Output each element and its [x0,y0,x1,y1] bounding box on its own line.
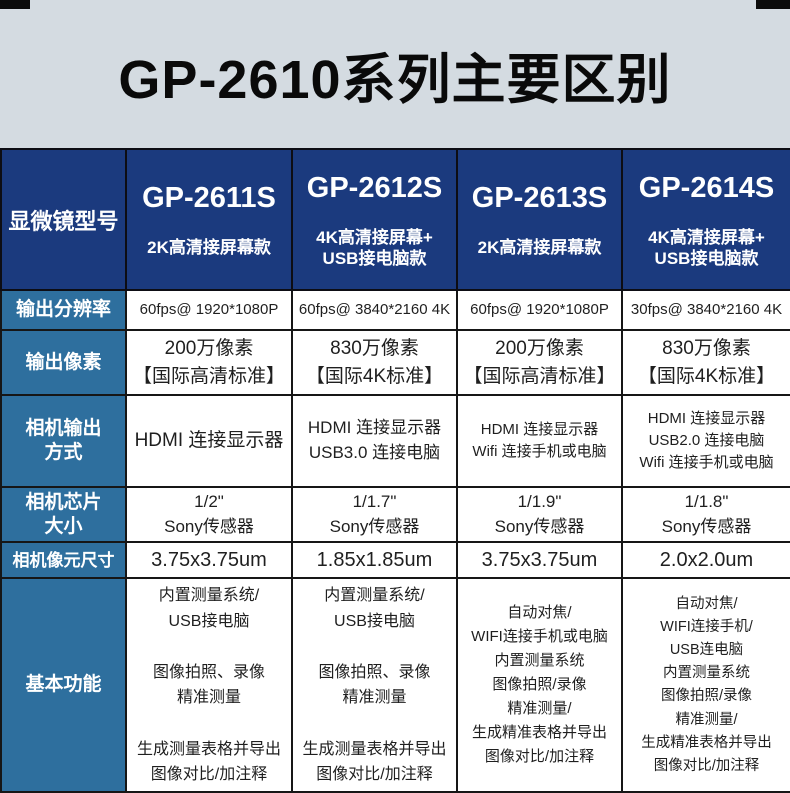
column-header-gp-2612s: GP-2612S 4K高清接屏幕+ USB接电脑款 [291,147,458,292]
spec-cell: 200万像素 【国际高清标准】 [456,329,623,397]
spec-cell: 1/2" Sony传感器 [125,486,293,544]
row-label-output-pixels: 输出像素 [0,329,127,397]
corner-mark-left [0,0,30,9]
model-name-gp-2614s: GP-2614S [638,172,775,204]
spec-cell: HDMI 连接显示器 USB3.0 连接电脑 [291,394,458,489]
spec-cell: 1.85x1.85um [291,541,458,580]
model-subtitle-gp-2612s: 4K高清接屏幕+ USB接电脑款 [316,228,433,268]
row-label-output-resolution: 输出分辨率 [0,289,127,332]
spec-cell: 830万像素 【国际4K标准】 [621,329,790,397]
spec-cell: 830万像素 【国际4K标准】 [291,329,458,397]
row-output-resolution: 输出分辨率 60fps@ 1920*1080P 60fps@ 3840*2160… [0,289,790,332]
spec-cell: 自动对焦/ WIFI连接手机或电脑 内置测量系统 图像拍照/录像 精准测量/ 生… [456,577,623,793]
spec-cell: 3.75x3.75um [125,541,293,580]
row-label-pixel-size: 相机像元尺寸 [0,541,127,580]
spec-cell: HDMI 连接显示器 [125,394,293,489]
spec-cell: 60fps@ 3840*2160 4K [291,289,458,332]
spec-cell: 自动对焦/ WIFI连接手机/ USB连电脑 内置测量系统 图像拍照/录像 精准… [621,577,790,793]
row-label-sensor-size: 相机芯片 大小 [0,486,127,544]
spec-cell: 3.75x3.75um [456,541,623,580]
row-pixel-size: 相机像元尺寸 3.75x3.75um 1.85x1.85um 3.75x3.75… [0,541,790,580]
spec-cell: 200万像素 【国际高清标准】 [125,329,293,397]
spec-cell: HDMI 连接显示器 Wifi 连接手机或电脑 [456,394,623,489]
spec-cell: 1/1.8" Sony传感器 [621,486,790,544]
spec-cell: 1/1.9" Sony传感器 [456,486,623,544]
page-title: GP-2610系列主要区别 [118,49,672,110]
row-sensor-size: 相机芯片 大小 1/2" Sony传感器 1/1.7" Sony传感器 1/1.… [0,486,790,544]
model-subtitle-gp-2614s: 4K高清接屏幕+ USB接电脑款 [648,228,765,268]
corner-mark-right [756,0,790,9]
row-camera-output-mode: 相机输出 方式 HDMI 连接显示器 HDMI 连接显示器 USB3.0 连接电… [0,394,790,489]
model-name-gp-2613s: GP-2613S [471,182,608,215]
row-output-pixels: 输出像素 200万像素 【国际高清标准】 830万像素 【国际4K标准】 200… [0,329,790,397]
table-header-row: 显微镜型号 GP-2611S 2K高清接屏幕款 GP-2612S 4K高清接屏幕… [0,147,790,292]
spec-cell: HDMI 连接显示器 USB2.0 连接电脑 Wifi 连接手机或电脑 [621,394,790,489]
spec-cell: 内置测量系统/ USB接电脑 图像拍照、录像 精准测量 生成测量表格并导出 图像… [291,577,458,793]
row-label-camera-output-mode: 相机输出 方式 [0,394,127,489]
spec-cell: 2.0x2.0um [621,541,790,580]
row-label-basic-functions: 基本功能 [0,577,127,793]
row-basic-functions: 基本功能 内置测量系统/ USB接电脑 图像拍照、录像 精准测量 生成测量表格并… [0,577,790,793]
model-name-gp-2612s: GP-2612S [306,172,443,204]
spec-cell: 内置测量系统/ USB接电脑 图像拍照、录像 精准测量 生成测量表格并导出 图像… [125,577,293,793]
model-subtitle-gp-2613s: 2K高清接屏幕款 [477,238,602,258]
column-header-gp-2613s: GP-2613S 2K高清接屏幕款 [456,147,623,292]
spec-cell: 1/1.7" Sony传感器 [291,486,458,544]
comparison-table: 显微镜型号 GP-2611S 2K高清接屏幕款 GP-2612S 4K高清接屏幕… [0,147,790,793]
column-header-gp-2614s: GP-2614S 4K高清接屏幕+ USB接电脑款 [621,147,790,292]
model-name-gp-2611s: GP-2611S [142,182,276,215]
spec-cell: 60fps@ 1920*1080P [456,289,623,332]
column-header-gp-2611s: GP-2611S 2K高清接屏幕款 [125,147,293,292]
column-header-model-label: 显微镜型号 [0,147,127,292]
model-subtitle-gp-2611s: 2K高清接屏幕款 [147,238,271,258]
spec-cell: 30fps@ 3840*2160 4K [621,289,790,332]
spec-cell: 60fps@ 1920*1080P [125,289,293,332]
